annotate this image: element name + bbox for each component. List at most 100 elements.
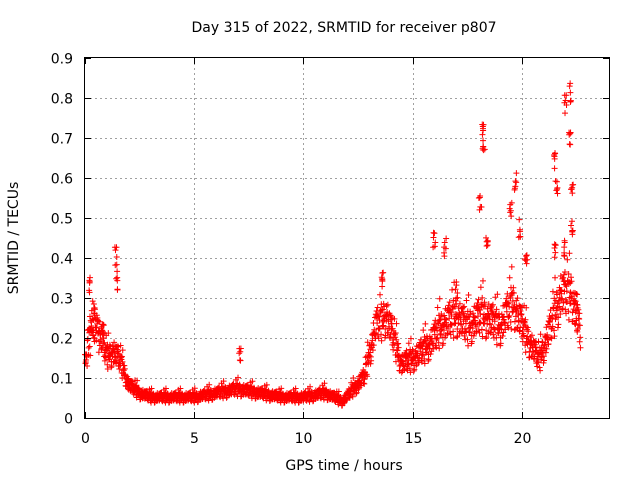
data-point	[464, 336, 471, 343]
data-point	[493, 341, 500, 348]
y-tick-label: 0.1	[51, 372, 73, 388]
data-point	[460, 304, 467, 311]
data-point	[549, 315, 556, 322]
data-point	[518, 311, 525, 318]
data-point	[119, 358, 126, 365]
data-point	[431, 331, 438, 338]
data-point	[545, 341, 552, 348]
data-point	[392, 358, 399, 365]
data-point	[502, 326, 509, 333]
data-point	[121, 365, 128, 372]
data-point	[104, 366, 111, 373]
data-point	[452, 286, 459, 293]
data-point	[433, 344, 440, 351]
data-point	[555, 321, 562, 328]
data-point	[92, 324, 99, 331]
data-point	[430, 229, 437, 236]
data-point	[528, 332, 535, 339]
data-point	[237, 348, 244, 355]
data-point	[479, 333, 486, 340]
data-point	[405, 340, 412, 347]
data-point	[515, 234, 522, 241]
data-point	[470, 332, 477, 339]
data-point	[474, 299, 481, 306]
data-point	[463, 297, 470, 304]
data-point	[475, 296, 482, 303]
data-point	[105, 330, 112, 337]
data-point	[235, 374, 242, 381]
data-point	[517, 233, 524, 240]
data-point	[104, 361, 111, 368]
data-point	[436, 295, 443, 302]
data-point	[111, 244, 118, 251]
data-point	[506, 274, 513, 281]
data-point	[561, 249, 568, 256]
data-point	[441, 239, 448, 246]
data-point	[377, 309, 384, 316]
data-point	[96, 318, 103, 325]
data-point	[307, 383, 314, 390]
axis-ticks	[85, 58, 609, 419]
data-point	[441, 312, 448, 319]
data-point	[379, 275, 386, 282]
data-point	[480, 137, 487, 144]
y-tick-labels: 0 0.1 0.2 0.3 0.4 0.5 0.6 0.7 0.8 0.9	[51, 52, 73, 428]
data-point	[567, 89, 574, 96]
y-tick-label: 0.8	[51, 92, 73, 108]
data-point	[445, 302, 452, 309]
x-axis-label: GPS time / hours	[285, 458, 402, 474]
data-point	[500, 329, 507, 336]
data-point	[565, 316, 572, 323]
data-point	[434, 304, 441, 311]
data-point	[436, 345, 443, 352]
data-point	[503, 308, 510, 315]
data-point	[534, 357, 541, 364]
data-point	[440, 327, 447, 334]
data-point	[411, 366, 418, 373]
data-point	[101, 357, 108, 364]
data-point	[407, 335, 414, 342]
data-point	[377, 291, 384, 298]
data-point	[509, 309, 516, 316]
data-point	[177, 385, 184, 392]
data-point	[120, 367, 127, 374]
data-point	[220, 378, 227, 385]
data-point	[462, 328, 469, 335]
data-point	[554, 184, 561, 191]
data-point	[563, 101, 570, 108]
data-point	[493, 306, 500, 313]
data-point	[306, 398, 313, 405]
data-point	[476, 206, 483, 213]
data-point	[542, 349, 549, 356]
data-point	[95, 318, 102, 325]
data-point	[378, 331, 385, 338]
data-point	[553, 307, 560, 314]
data-point	[569, 309, 576, 316]
data-point	[561, 239, 568, 246]
data-point	[566, 129, 573, 136]
data-point	[205, 397, 212, 404]
data-point	[433, 335, 440, 342]
data-point	[572, 298, 579, 305]
data-point	[114, 268, 121, 275]
data-point	[456, 309, 463, 316]
data-point	[89, 298, 96, 305]
data-point	[384, 301, 391, 308]
data-point	[374, 304, 381, 311]
data-point	[438, 330, 445, 337]
data-point	[450, 328, 457, 335]
data-point	[93, 337, 100, 344]
data-point	[191, 399, 198, 406]
data-point	[465, 291, 472, 298]
data-point	[85, 344, 92, 351]
data-point	[517, 303, 524, 310]
data-points	[82, 80, 584, 409]
data-point	[370, 342, 377, 349]
data-point	[552, 178, 559, 185]
data-point	[522, 316, 529, 323]
data-point	[436, 317, 443, 324]
data-point	[553, 178, 560, 185]
data-point	[135, 385, 142, 392]
data-point	[364, 339, 371, 346]
data-point	[505, 314, 512, 321]
